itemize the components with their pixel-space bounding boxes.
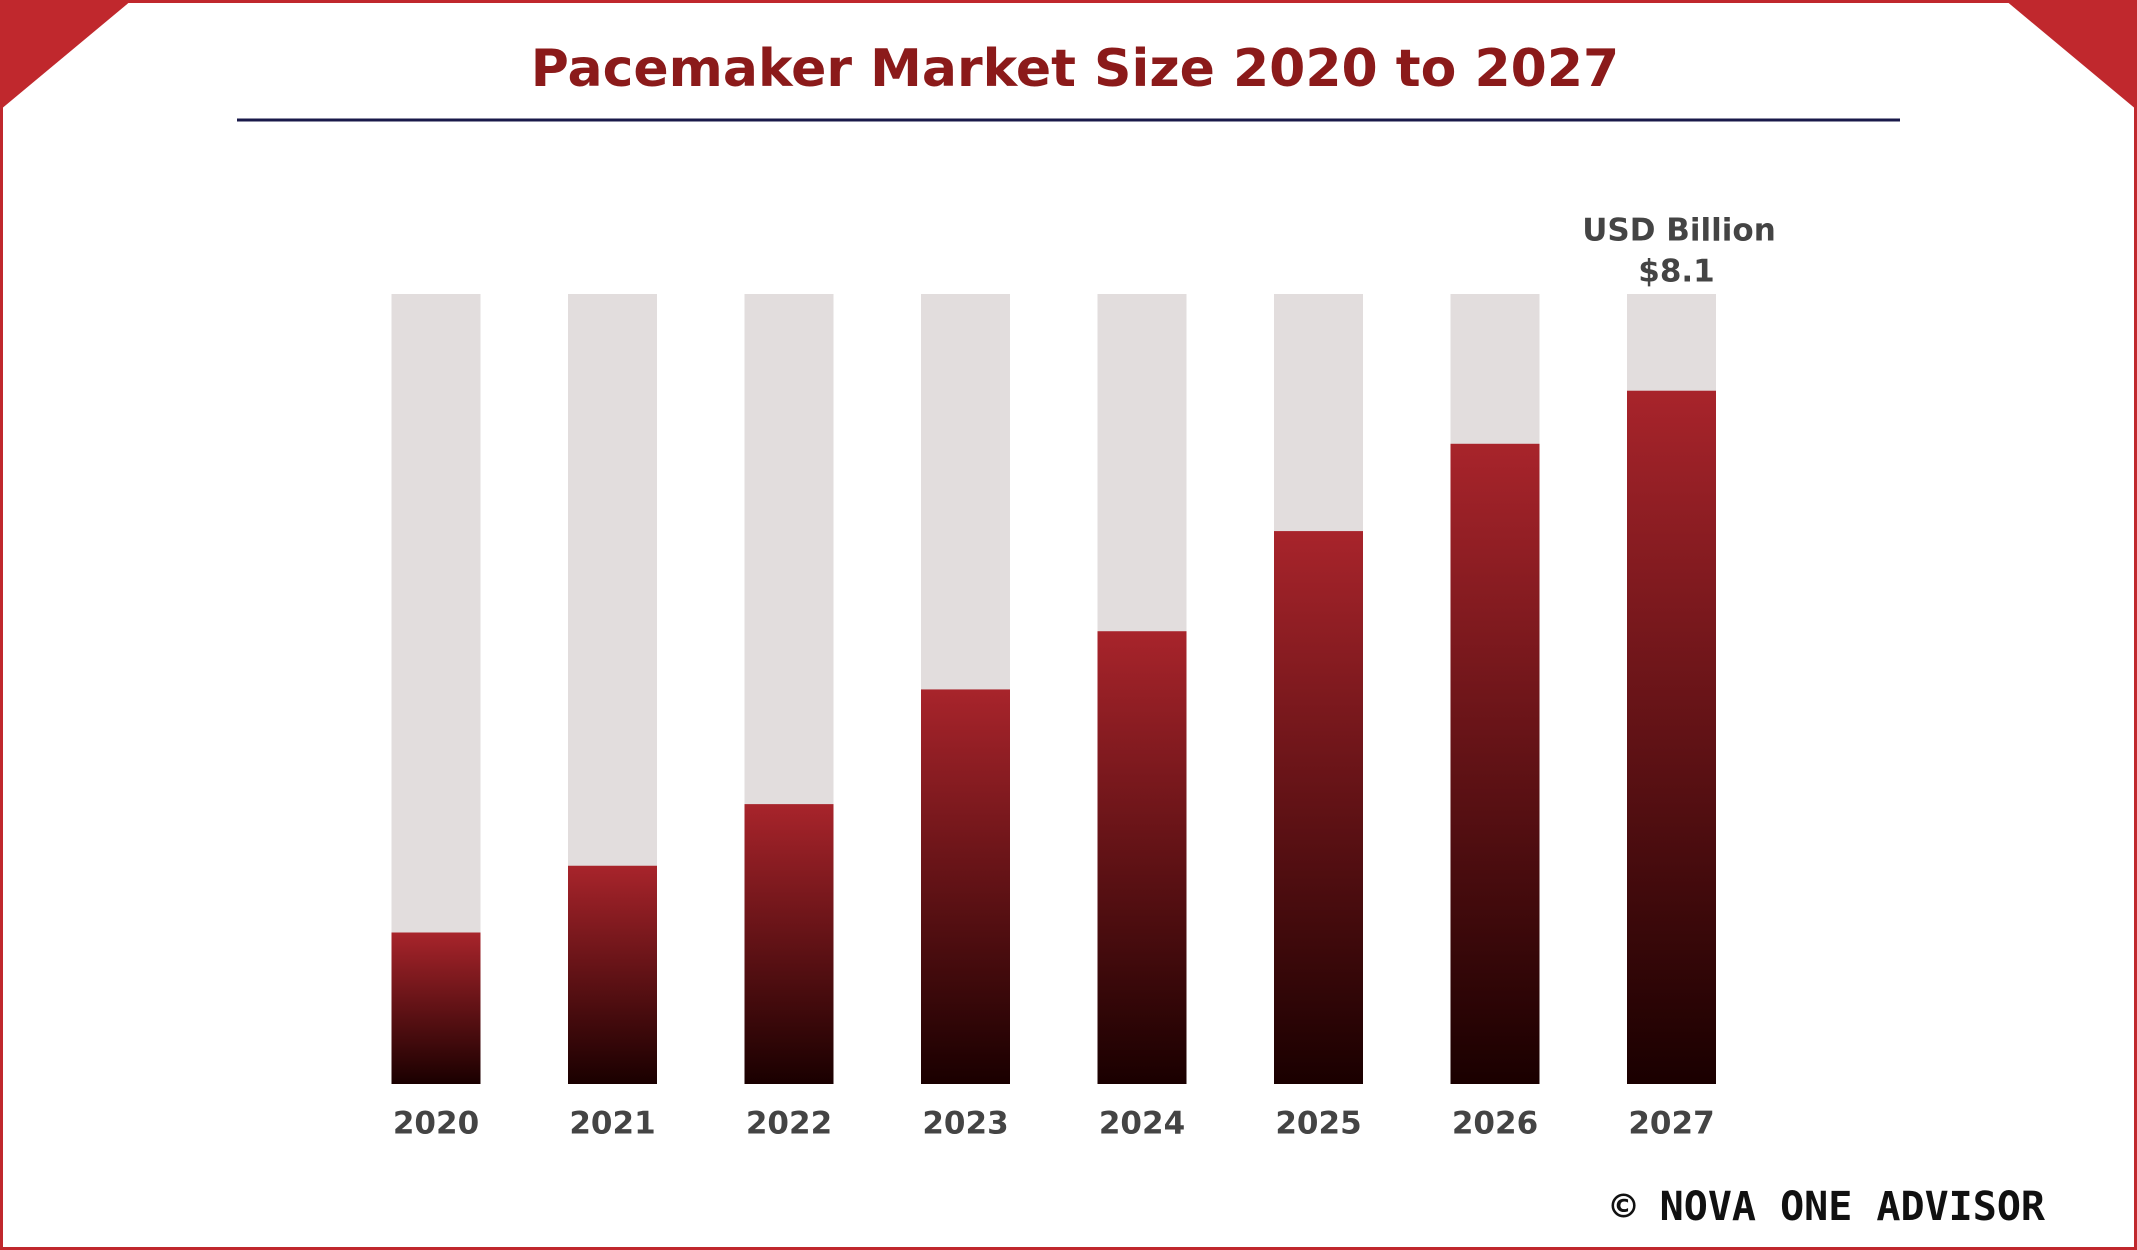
bar	[921, 689, 1010, 1084]
x-tick-label: 2021	[569, 1106, 655, 1142]
footer: © NOVA ONE ADVISOR	[1612, 1184, 2046, 1230]
chart-title: Pacemaker Market Size 2020 to 2027	[531, 39, 1619, 99]
value-label: $8.1	[1638, 254, 1715, 290]
x-tick-label: 2026	[1452, 1106, 1538, 1142]
bar	[1097, 631, 1187, 1084]
bar	[568, 865, 657, 1084]
x-tick-label: 2027	[1628, 1106, 1714, 1142]
x-tick-label: 2022	[746, 1106, 832, 1142]
corner-left	[0, 0, 132, 110]
x-tick-label: 2023	[922, 1106, 1008, 1142]
corner-right	[2005, 0, 2137, 110]
x-tick-label: 2024	[1099, 1106, 1185, 1142]
bar	[391, 932, 481, 1084]
bar	[1274, 531, 1363, 1084]
bar	[744, 804, 834, 1084]
x-tick-label: 2025	[1275, 1106, 1361, 1142]
unit-label: USD Billion	[1582, 213, 1776, 249]
bar	[1627, 390, 1716, 1084]
bar	[1450, 443, 1540, 1084]
x-tick-label: 2020	[393, 1106, 479, 1142]
